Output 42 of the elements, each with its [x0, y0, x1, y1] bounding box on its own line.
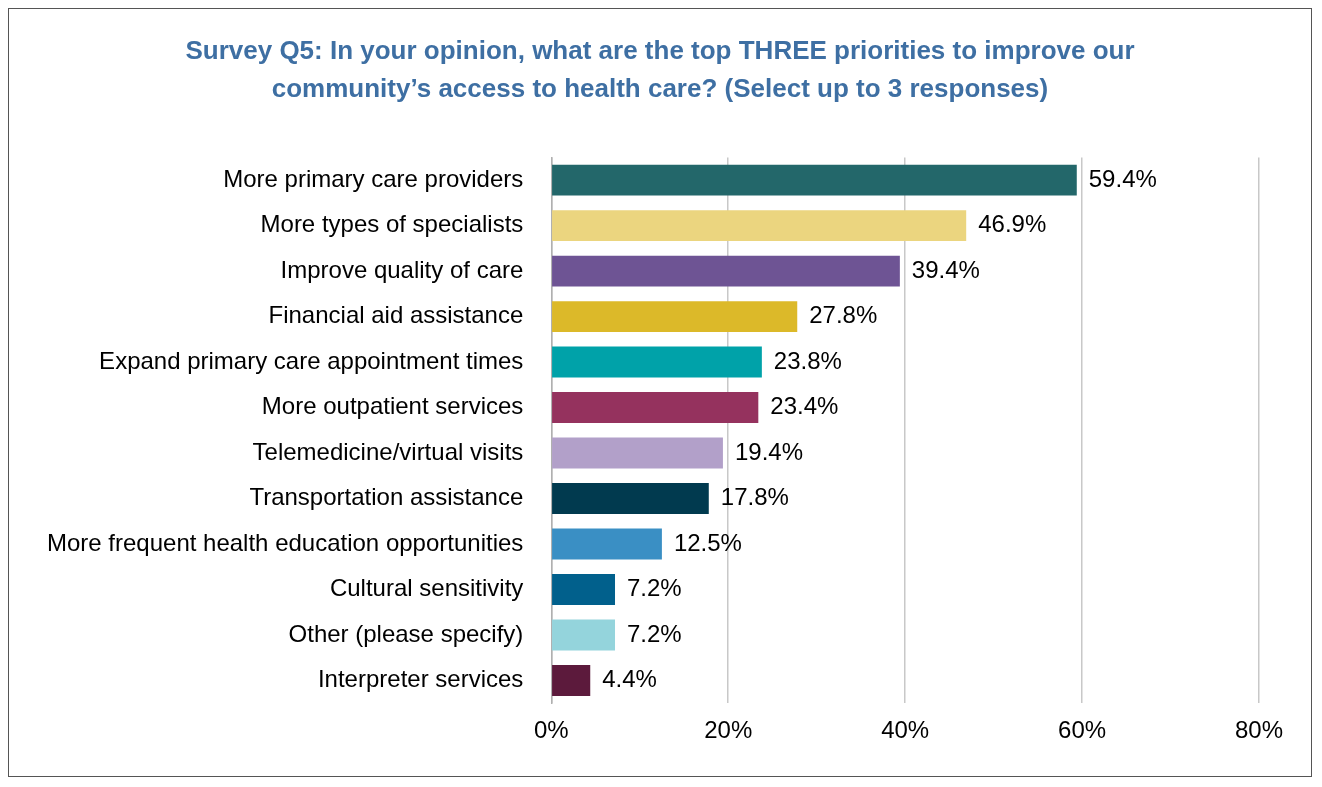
bar	[552, 619, 616, 651]
y-tick-label: Cultural sensitivity	[329, 574, 524, 602]
y-tick-label: Transportation assistance	[249, 483, 524, 511]
data-label: 23.4%	[770, 392, 839, 420]
y-tick-label: More frequent health education opportunities	[46, 528, 524, 556]
data-label: 23.8%	[773, 346, 842, 374]
data-label: 7.2%	[627, 619, 682, 647]
bar	[552, 164, 1077, 196]
y-tick-label: Interpreter services	[317, 665, 524, 693]
data-label: 39.4%	[911, 255, 980, 283]
y-tick-label: Improve quality of care	[280, 255, 524, 283]
y-tick-label: Other (please specify)	[288, 619, 524, 647]
bar	[552, 437, 723, 469]
data-label: 7.2%	[627, 574, 682, 602]
bar	[552, 574, 616, 605]
bar	[552, 210, 967, 242]
y-tick-label: More types of specialists	[260, 210, 524, 238]
data-label: 19.4%	[734, 437, 803, 465]
chart-title: Survey Q5: In your opinion, what are the top THREE priorities to improve our community’s access to health care? (Select up to 3 responses)	[184, 34, 1136, 105]
bar	[552, 528, 662, 560]
bar	[552, 255, 900, 287]
x-tick-label: 80%	[1234, 716, 1284, 744]
x-tick-label: 0%	[533, 716, 569, 744]
y-tick-label: Financial aid assistance	[268, 301, 524, 329]
data-label: 12.5%	[673, 528, 742, 556]
data-label: 27.8%	[809, 301, 878, 329]
y-tick-label: More primary care providers	[223, 164, 524, 192]
bar	[552, 301, 798, 333]
bar	[552, 664, 591, 696]
data-label: 4.4%	[602, 665, 657, 693]
y-tick-label: Telemedicine/virtual visits	[252, 437, 524, 465]
y-tick-label: More outpatient services	[261, 392, 524, 420]
x-tick-label: 20%	[704, 716, 753, 744]
data-label: 59.4%	[1088, 164, 1157, 192]
x-tick-label: 40%	[881, 716, 930, 744]
y-tick-label: Expand primary care appointment times	[99, 346, 524, 374]
data-label: 17.8%	[720, 483, 789, 511]
bar	[552, 483, 709, 514]
bar	[552, 392, 759, 424]
data-label: 46.9%	[978, 210, 1047, 238]
x-tick-label: 60%	[1058, 716, 1107, 744]
bar	[552, 346, 762, 378]
